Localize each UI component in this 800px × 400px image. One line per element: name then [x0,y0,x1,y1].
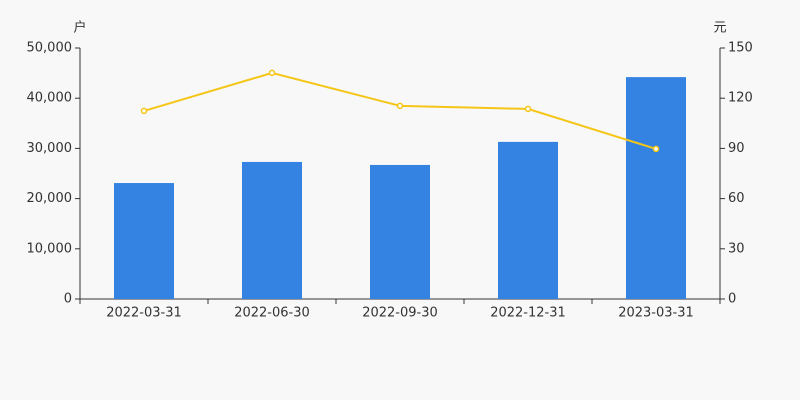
y-tick-label: 0 [64,292,72,307]
y-tick-label: 40,000 [27,91,73,106]
x-tick-label: 2022-06-30 [234,306,310,321]
y2-tick-label: 60 [728,191,745,206]
x-tick-label: 2023-03-31 [618,306,694,321]
x-tick-label: 2022-12-31 [490,306,566,321]
bar [114,183,174,299]
line-point [140,107,148,115]
line-point [652,145,660,153]
x-tick-label: 2022-09-30 [362,306,438,321]
x-tick-label: 2022-03-31 [106,306,182,321]
y-tick-label: 50,000 [27,41,73,56]
y-tick-label: 10,000 [27,241,73,256]
y2-axis-label: 元 [713,21,726,36]
bar [626,77,686,299]
line-point [396,102,404,110]
y-tick-label: 20,000 [27,191,73,206]
y-tick-label: 30,000 [27,141,73,156]
bar [242,161,302,299]
y2-tick-label: 150 [728,41,753,56]
y2-tick-label: 120 [728,91,753,106]
y-axis-label: 户 [73,20,86,36]
y2-tick-label: 30 [728,241,745,256]
line-point [268,69,276,77]
line-point [524,105,532,113]
line [143,71,657,150]
bar [498,141,558,299]
y2-tick-label: 0 [728,292,736,307]
bar [370,164,430,299]
y2-tick-label: 90 [728,141,745,156]
